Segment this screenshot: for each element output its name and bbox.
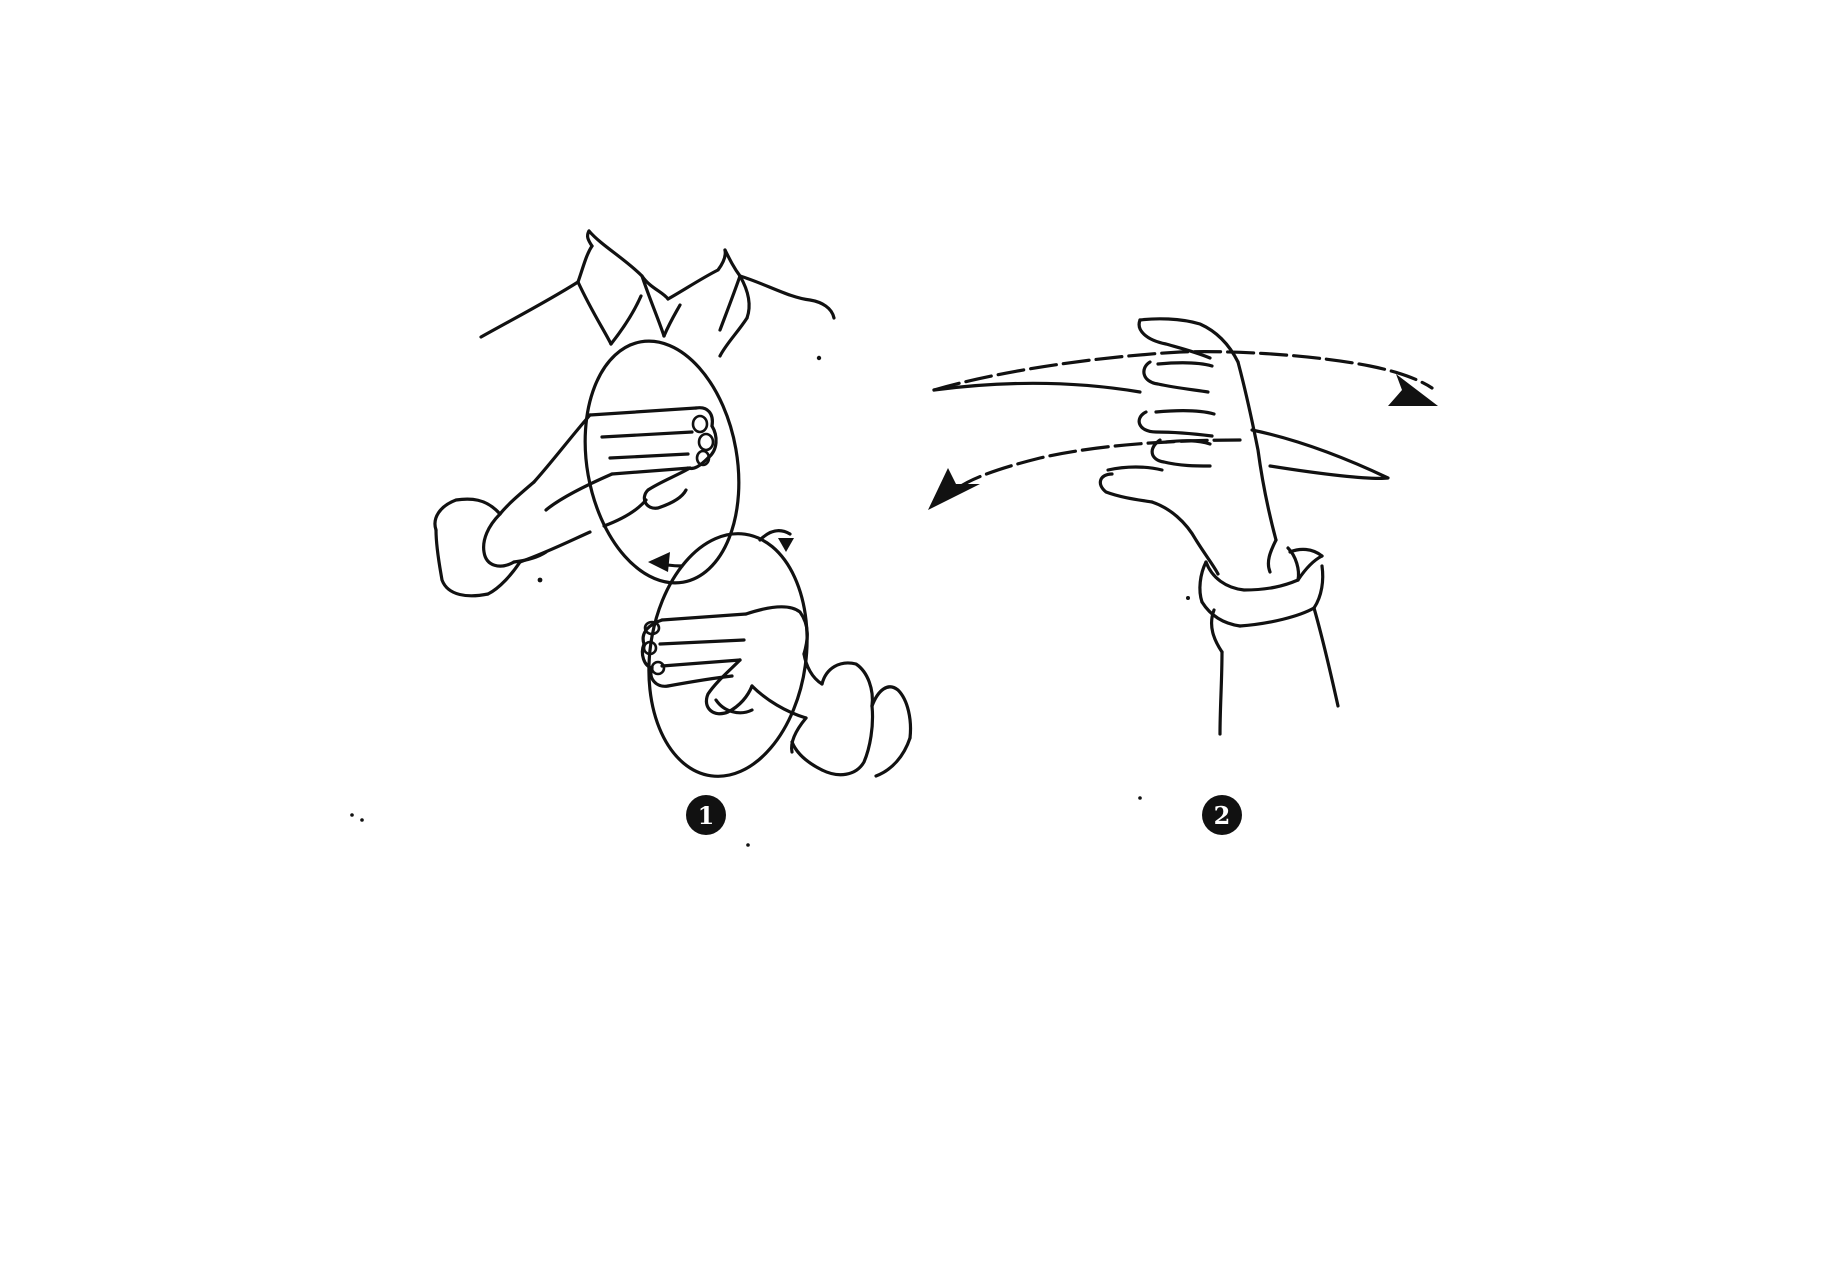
arrowhead-down [778, 538, 794, 552]
figure-number-1-label: 1 [698, 801, 715, 830]
pinching-hand [1098, 317, 1340, 736]
lower-oval [647, 532, 809, 778]
figure-2: 2 [928, 317, 1438, 835]
arrowhead-right [1388, 374, 1438, 406]
shirt-collar [479, 229, 836, 361]
figure-number-2: 2 [1202, 795, 1242, 835]
figure-number-1: 1 [686, 795, 726, 835]
lower-hand [640, 605, 913, 778]
upper-hand [433, 406, 718, 598]
figure-number-2-label: 2 [1214, 801, 1231, 830]
arrowhead-left [928, 468, 980, 510]
back-forth-motion-arrows [928, 350, 1438, 510]
figure-1: 1 [350, 229, 913, 847]
upper-oval [583, 339, 741, 585]
arrowhead-left [648, 552, 670, 572]
circular-motion-arrows [648, 529, 794, 572]
